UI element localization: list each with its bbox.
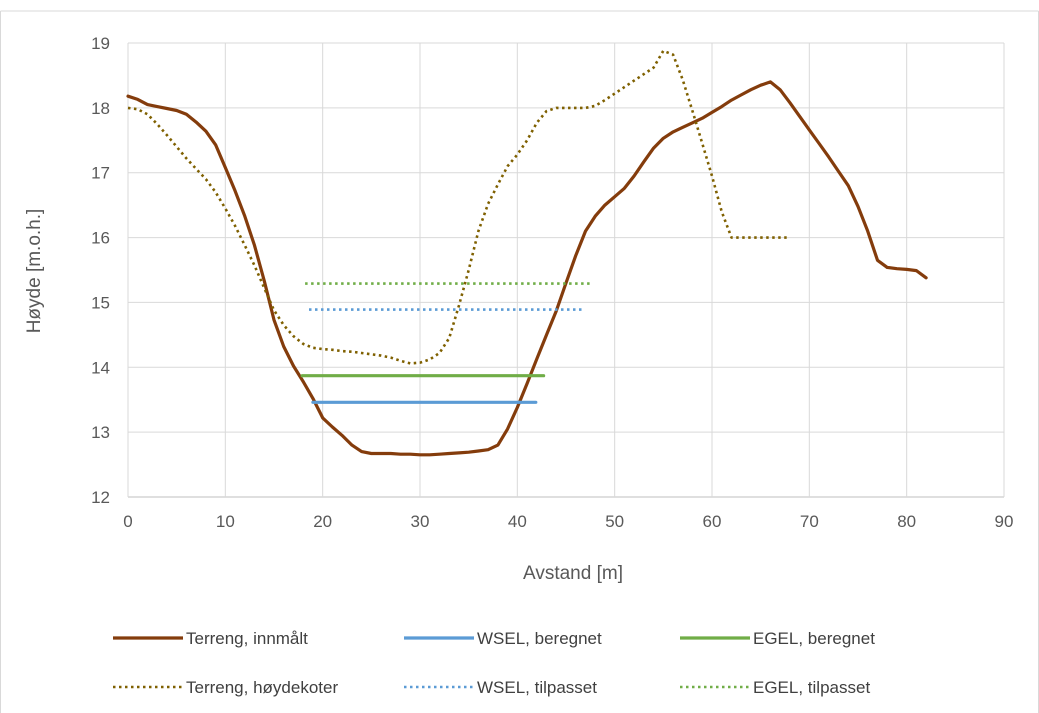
y-tick-label: 17: [91, 164, 110, 183]
y-tick-label: 12: [91, 488, 110, 507]
x-tick-label: 60: [703, 512, 722, 531]
legend-label-3: EGEL, beregnet: [753, 629, 875, 648]
legend: Terreng, innmålt WSEL, beregnet EGEL, bere…: [113, 629, 875, 697]
series-line-1: [126, 80, 928, 457]
gridlines: [127, 42, 1005, 498]
y-tick-label: 15: [91, 293, 110, 312]
x-tick-label: 40: [508, 512, 527, 531]
y-tick-label: 14: [91, 358, 110, 377]
x-axis-title: Avstand [m]: [523, 563, 623, 584]
x-tick-label: 90: [995, 512, 1014, 531]
legend-label-6: EGEL, tilpasset: [753, 678, 870, 697]
series-line-4: [127, 49, 790, 365]
x-tick-label: 30: [411, 512, 430, 531]
y-tick-label: 18: [91, 99, 110, 118]
x-tick-label: 10: [216, 512, 235, 531]
y-tick-label: 13: [91, 423, 110, 442]
series-lines: [126, 49, 928, 457]
y-axis-title: Høyde [m.o.h.]: [24, 209, 45, 334]
x-tick-label: 70: [800, 512, 819, 531]
x-tick-label: 50: [605, 512, 624, 531]
x-tick-label: 80: [897, 512, 916, 531]
y-tick-label: 16: [91, 229, 110, 248]
y-tick-label: 19: [91, 34, 110, 53]
x-tick-label: 0: [123, 512, 132, 531]
legend-label-5: WSEL, tilpasset: [477, 678, 597, 697]
legend-label-2: WSEL, beregnet: [477, 629, 602, 648]
x-tick-label: 20: [313, 512, 332, 531]
tick-labels: 12 13 14 15 16 17 18 19 0 10 20 30 40 50 60 70 80 90: [91, 34, 1013, 531]
legend-label-4: Terreng, høydekoter: [186, 678, 338, 697]
legend-label-1: Terreng, innmålt: [186, 629, 308, 648]
